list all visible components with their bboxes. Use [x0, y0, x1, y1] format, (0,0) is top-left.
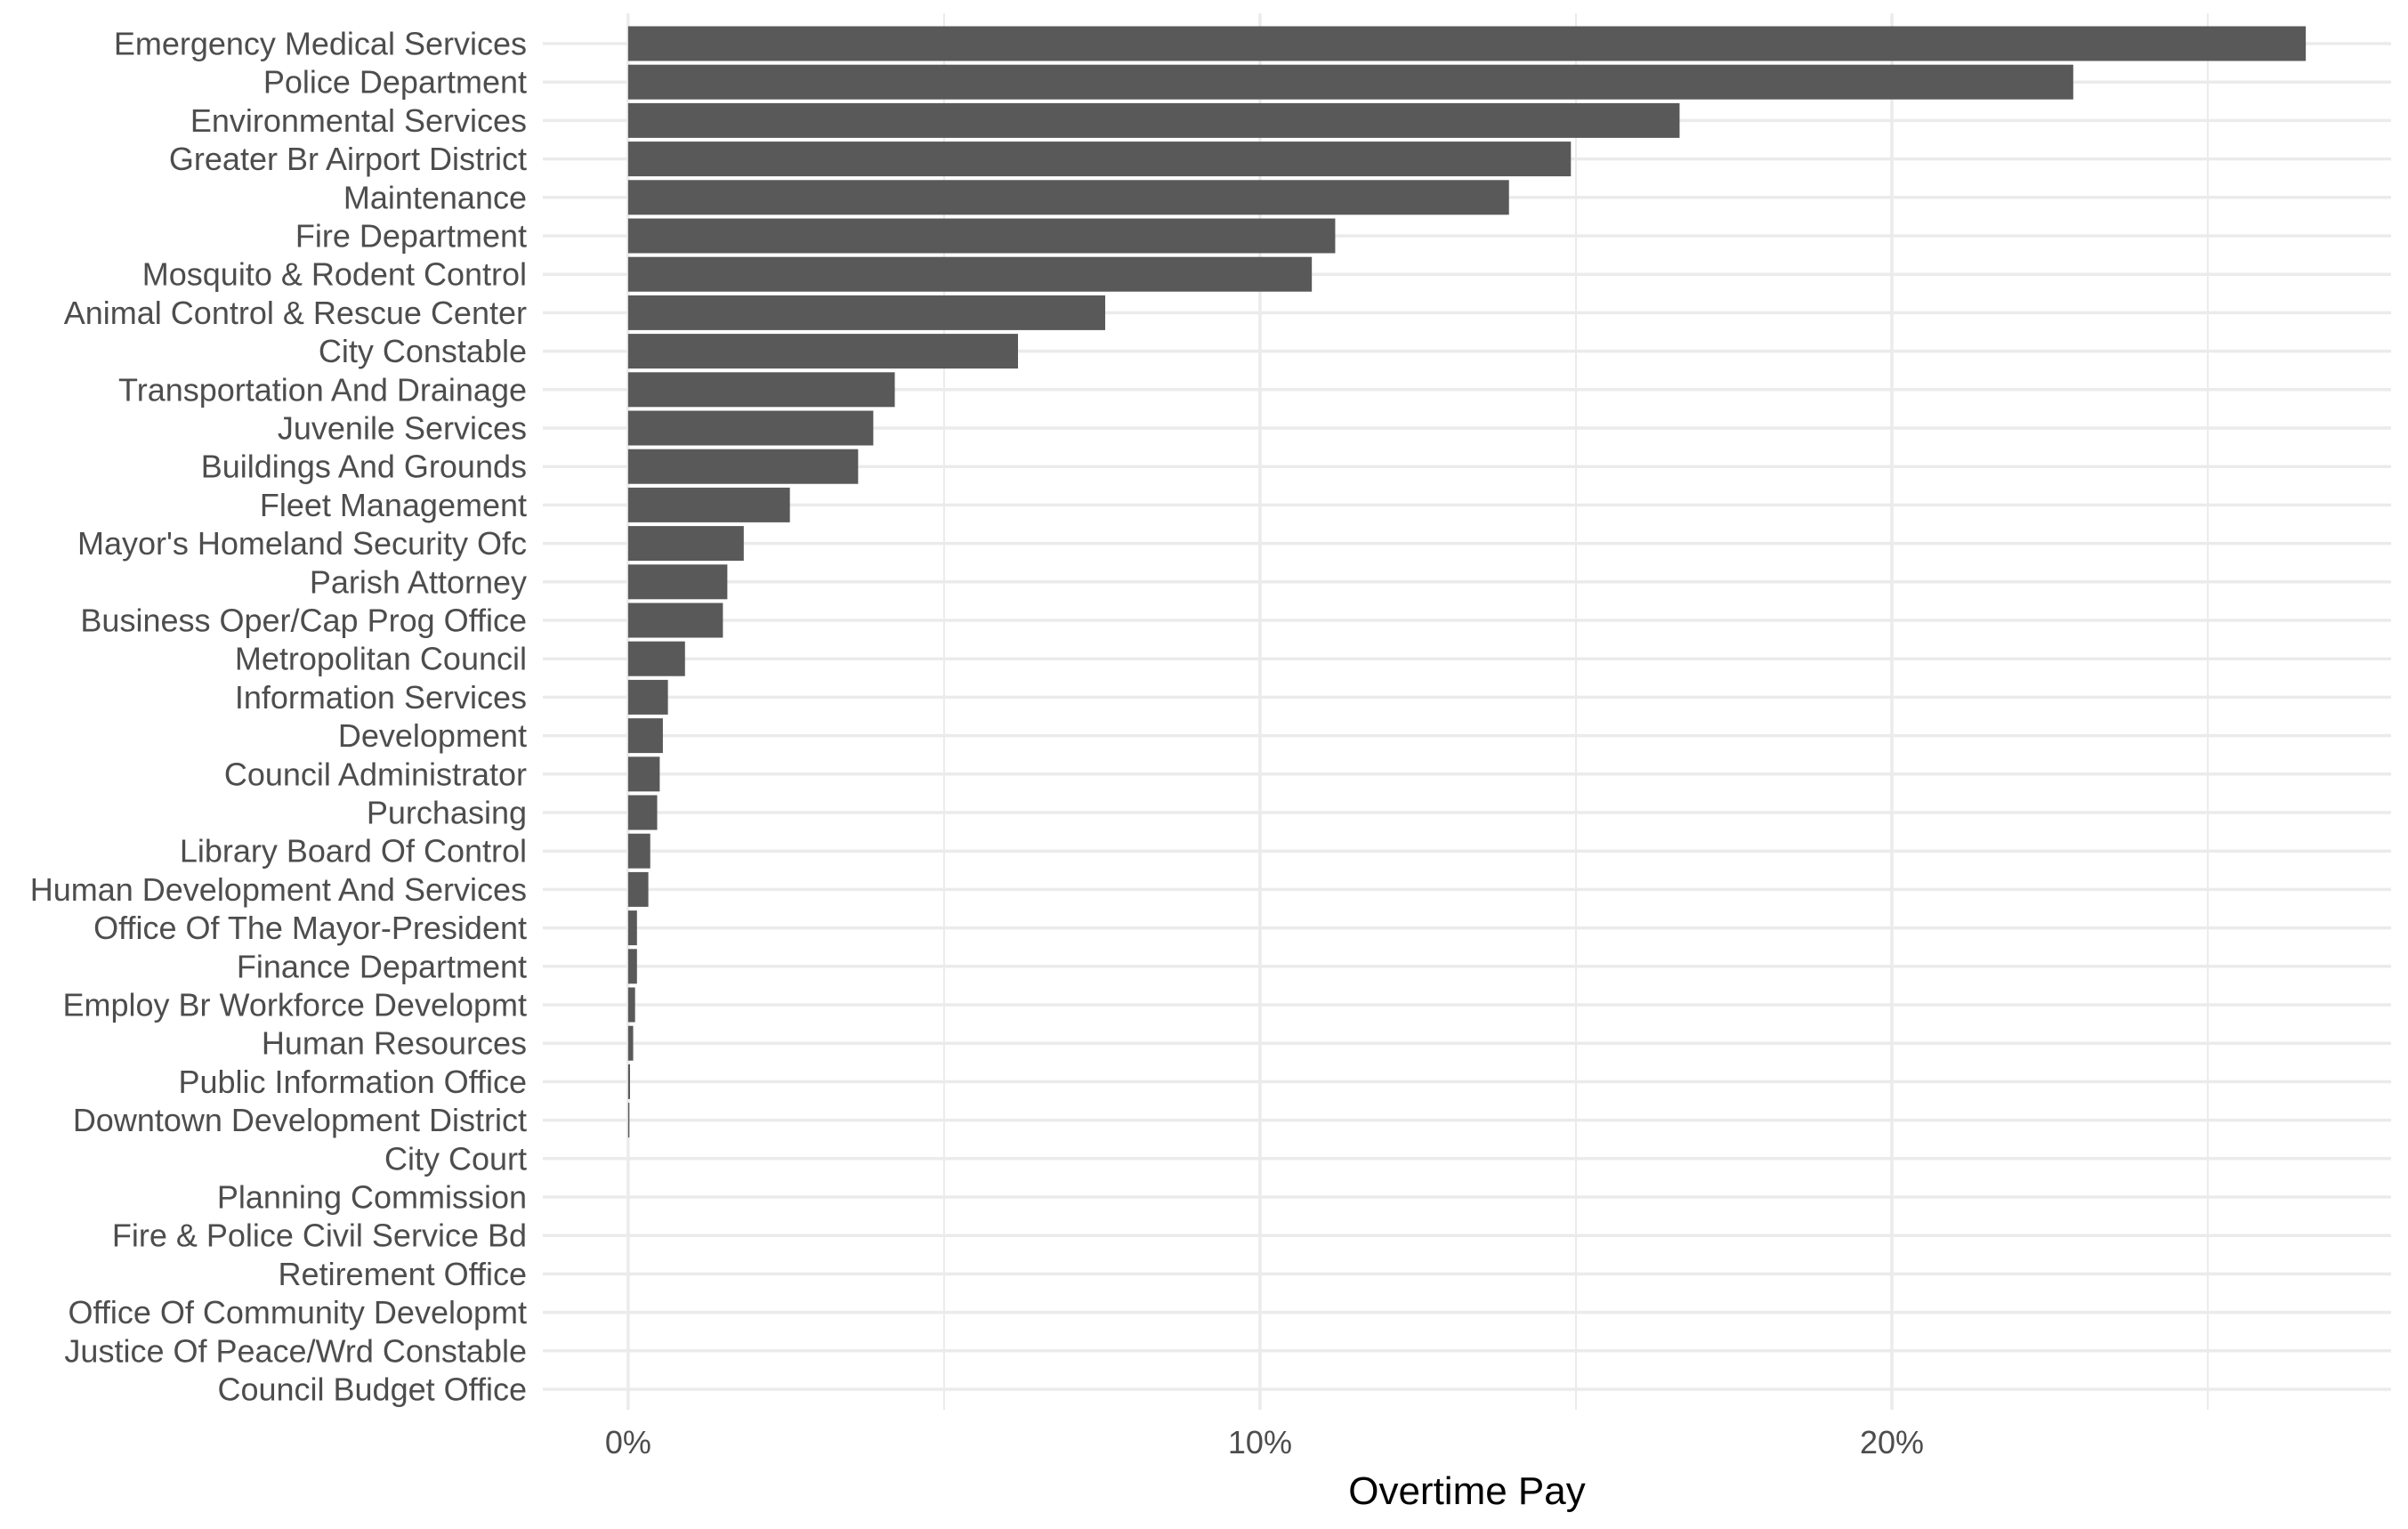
- bar: [627, 295, 1105, 330]
- bar: [627, 1025, 634, 1061]
- bars: [627, 26, 2307, 1138]
- bar: [627, 756, 660, 792]
- bar: [627, 526, 744, 562]
- bar: [627, 871, 649, 907]
- bar: [627, 218, 1336, 254]
- bar: [627, 372, 895, 408]
- category-label: Mosquito & Rodent Control: [142, 256, 527, 293]
- category-label: Finance Department: [237, 948, 527, 984]
- category-label: Metropolitan Council: [235, 641, 527, 677]
- category-label: City Court: [384, 1140, 527, 1177]
- category-label: Business Oper/Cap Prog Office: [80, 603, 527, 639]
- category-label: Purchasing: [367, 795, 527, 831]
- bar: [627, 679, 668, 715]
- bar: [627, 256, 1313, 292]
- x-tick-label: 0%: [605, 1424, 651, 1460]
- bar: [627, 987, 635, 1023]
- category-label: Library Board Of Control: [180, 833, 527, 870]
- bar: [627, 833, 650, 869]
- category-label: Downtown Development District: [73, 1102, 527, 1138]
- category-label: Environmental Services: [190, 102, 527, 139]
- category-label: Human Development And Services: [30, 871, 527, 908]
- bar: [627, 641, 685, 676]
- bar: [627, 795, 658, 830]
- bar: [627, 487, 790, 522]
- bar: [627, 1064, 630, 1099]
- category-label: Emergency Medical Services: [114, 26, 527, 62]
- category-label: Justice Of Peace/Wrd Constable: [64, 1332, 527, 1369]
- category-label: Transportation And Drainage: [118, 371, 527, 408]
- bar: [627, 1103, 630, 1138]
- bar: [627, 910, 637, 946]
- category-label: Fire & Police Civil Service Bd: [112, 1218, 527, 1254]
- category-label: Animal Control & Rescue Center: [64, 295, 527, 331]
- bar: [627, 334, 1018, 369]
- bar: [627, 142, 1572, 177]
- category-label: Employ Br Workforce Developmt: [63, 987, 528, 1023]
- category-label: Development: [338, 717, 527, 754]
- category-label: Buildings And Grounds: [201, 449, 527, 485]
- x-tick-labels: 0% 10% 20%: [605, 1424, 1924, 1460]
- bar: [627, 180, 1509, 215]
- bar: [627, 64, 2073, 100]
- category-label: Council Budget Office: [217, 1371, 527, 1408]
- category-label: Maintenance: [343, 179, 527, 215]
- category-label: Juvenile Services: [278, 410, 527, 447]
- bar: [627, 949, 637, 984]
- category-label: Council Administrator: [224, 756, 527, 792]
- category-label: Parish Attorney: [310, 563, 527, 600]
- category-label: Police Department: [263, 64, 527, 101]
- category-label: Public Information Office: [178, 1064, 527, 1100]
- bar: [627, 603, 723, 638]
- x-tick-label: 20%: [1860, 1424, 1924, 1460]
- category-label: Information Services: [235, 679, 527, 716]
- bar: [627, 102, 1680, 138]
- bar: [627, 564, 728, 600]
- category-label: City Constable: [319, 333, 527, 369]
- bar: [627, 718, 663, 754]
- x-axis-title: Overtime Pay: [1348, 1469, 1586, 1513]
- category-label: Human Resources: [262, 1025, 527, 1062]
- category-label: Office Of The Mayor-President: [93, 910, 527, 946]
- bar: [627, 26, 2307, 61]
- category-label: Fleet Management: [260, 487, 527, 523]
- category-label: Fire Department: [295, 218, 527, 255]
- category-label: Mayor's Homeland Security Ofc: [77, 525, 527, 562]
- x-tick-label: 10%: [1228, 1424, 1292, 1460]
- bar: [627, 449, 859, 484]
- category-label: Greater Br Airport District: [169, 141, 527, 177]
- category-label: Planning Commission: [217, 1179, 527, 1216]
- category-label: Retirement Office: [279, 1256, 527, 1292]
- category-label: Office Of Community Developmt: [69, 1294, 528, 1331]
- bar: [627, 410, 874, 446]
